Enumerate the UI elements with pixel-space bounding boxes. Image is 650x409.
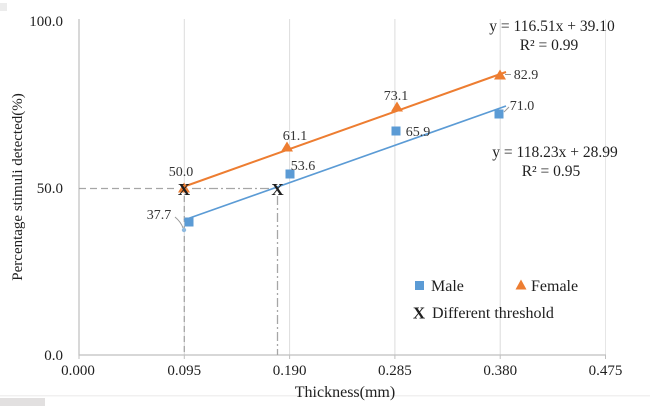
legend: Male Female X Different threshold — [413, 278, 578, 323]
female-point-label-2: 61.1 — [283, 129, 308, 144]
screenshot-artifact — [0, 3, 7, 11]
male-r-squared: R² = 0.95 — [522, 163, 581, 180]
x-axis-tick-labels: 0.000 0.095 0.190 0.285 0.380 0.475 — [61, 363, 622, 379]
x-tick-0095: 0.095 — [167, 363, 201, 379]
legend-female-label: Female — [531, 278, 578, 295]
leader-37-7 — [174, 216, 184, 229]
female-point-label-1: 50.0 — [169, 165, 194, 180]
female-marker-1 — [178, 182, 190, 193]
legend-male-swatch — [415, 281, 424, 290]
male-point-label-4: 71.0 — [510, 99, 535, 114]
threshold-guide-lines — [79, 187, 279, 355]
threshold-x-marker-1: X — [178, 180, 191, 199]
x-tick-0380: 0.380 — [483, 363, 517, 379]
leader-71-0 — [503, 106, 510, 113]
threshold-x-marker-2: X — [271, 180, 284, 199]
y-axis-title: Percentage stimuli detected(%) — [10, 93, 26, 280]
male-equation: y = 118.23x + 28.99 — [492, 144, 618, 161]
x-axis-title: Thickness(mm) — [295, 384, 395, 401]
data-labels: 37.7 53.6 65.9 71.0 50.0 61.1 73.1 82.9 — [147, 68, 539, 223]
male-marker-2 — [285, 169, 295, 179]
female-point-label-4: 82.9 — [514, 68, 539, 83]
x-axis-ticks — [78, 355, 606, 359]
x-tick-0190: 0.190 — [273, 363, 307, 379]
legend-threshold-swatch: X — [413, 304, 426, 323]
screenshot-artifact — [0, 398, 45, 406]
female-series-markers — [178, 69, 506, 193]
male-point-label-2: 53.6 — [291, 159, 316, 174]
x-tick-0475: 0.475 — [589, 363, 623, 379]
male-marker-1 — [184, 217, 194, 227]
trendline-equations: y = 116.51x + 39.10 R² = 0.99 y = 118.23… — [489, 18, 618, 180]
female-marker-2 — [281, 141, 293, 152]
female-equation: y = 116.51x + 39.10 — [489, 18, 615, 35]
legend-threshold-label: Different threshold — [432, 305, 554, 322]
y-tick-50: 50.0 — [37, 181, 63, 197]
y-tick-0: 0.0 — [44, 348, 63, 364]
male-series-markers — [184, 109, 504, 227]
female-trendline — [182, 71, 507, 188]
female-r-squared: R² = 0.99 — [520, 37, 579, 54]
y-tick-100: 100.0 — [29, 14, 63, 30]
legend-female-swatch — [515, 279, 527, 290]
male-marker-3 — [391, 126, 401, 136]
legend-male-label: Male — [431, 278, 464, 295]
male-point-label-1: 37.7 — [147, 208, 172, 223]
male-trendline — [183, 105, 507, 221]
y-axis-tick-labels: 100.0 50.0 0.0 — [29, 14, 63, 364]
screenshot-artifact — [0, 395, 650, 397]
female-point-label-3: 73.1 — [384, 89, 409, 104]
x-tick-0285: 0.285 — [378, 363, 412, 379]
label-leader-lines — [174, 74, 511, 229]
male-point-label-3: 65.9 — [406, 125, 431, 140]
male-marker-4 — [494, 109, 504, 119]
female-marker-3 — [391, 101, 403, 112]
female-marker-4 — [494, 69, 506, 80]
x-tick-0000: 0.000 — [61, 363, 95, 379]
leader-anchor-dot — [181, 227, 187, 233]
